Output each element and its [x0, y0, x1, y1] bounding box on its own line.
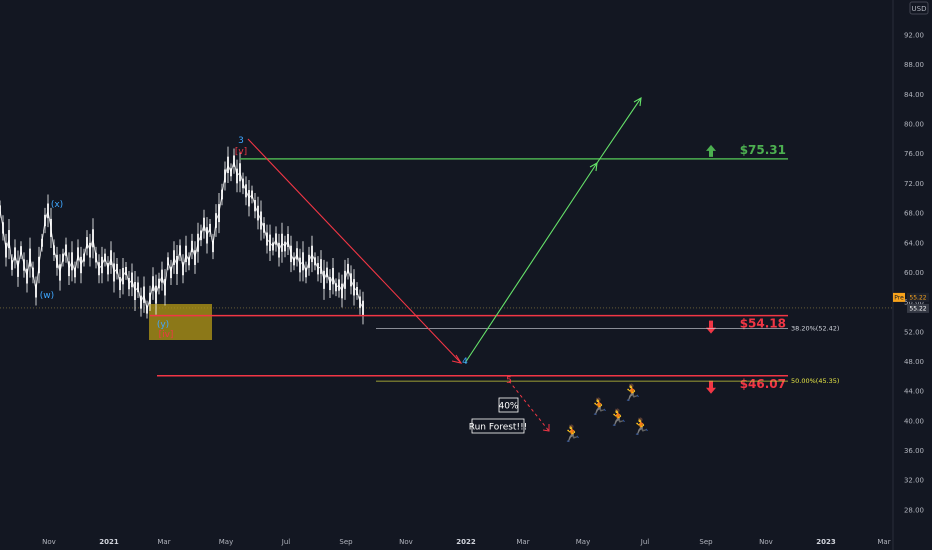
wave-label: [v] — [235, 147, 247, 157]
candle-body — [0, 205, 1, 214]
current-price-box — [907, 303, 929, 313]
note-box — [471, 418, 525, 434]
target-level-label: $75.31 — [740, 143, 786, 157]
bearish-projection — [508, 380, 550, 432]
x-tick-label: May — [576, 538, 590, 546]
y-tick-label: 84.00 — [904, 91, 924, 99]
pre-tag-value: 55.22 — [909, 294, 926, 301]
up-arrow-icon — [706, 144, 716, 157]
x-tick-label: Jul — [281, 538, 291, 546]
price-scale — [893, 0, 932, 550]
support-zone — [149, 304, 212, 340]
x-tick-label: Nov — [399, 538, 413, 546]
y-tick-label: 28.00 — [904, 506, 924, 514]
y-tick-label: 60.00 — [904, 269, 924, 277]
wave-5-projection — [464, 162, 598, 364]
lower-support-label: $46.07 — [740, 377, 786, 391]
y-tick-label: 80.00 — [904, 121, 924, 129]
current-price-label: 55.22 — [909, 305, 926, 312]
pre-tag-value-box — [907, 292, 929, 302]
x-tick-label: 2021 — [99, 538, 119, 546]
y-tick-label: 40.00 — [904, 417, 924, 425]
y-tick-label: 56.00 — [904, 299, 924, 307]
x-tick-label: Sep — [339, 538, 353, 546]
support-level-label: $54.18 — [740, 317, 786, 331]
y-tick-label: 52.00 — [904, 328, 924, 336]
wave-label: 3 — [238, 136, 244, 146]
down-arrow-icon — [706, 380, 716, 394]
note-run: Run Forest!!! — [469, 423, 528, 433]
wave-label: 5 — [506, 376, 512, 386]
x-tick-label: 2022 — [456, 538, 476, 546]
x-tick-label: May — [219, 538, 233, 546]
arrowhead-icon — [633, 96, 642, 107]
y-tick-label: 92.00 — [904, 32, 924, 40]
fib-382-label: 38.20%(52.42) — [791, 325, 839, 333]
runner-icon: 🏃 — [562, 424, 582, 443]
runner-icon: 🏃 — [608, 408, 628, 427]
y-tick-label: 32.00 — [904, 477, 924, 485]
fib-500-label: 50.00%(45.35) — [791, 377, 839, 385]
price-line — [0, 161, 364, 310]
arrowhead-icon — [542, 424, 550, 432]
x-tick-label: Mar — [877, 538, 890, 546]
y-tick-label: 36.00 — [904, 447, 924, 455]
x-tick-label: 2023 — [816, 538, 836, 546]
x-tick-label: Nov — [759, 538, 773, 546]
arrowhead-icon — [451, 354, 463, 364]
y-tick-label: 44.00 — [904, 388, 924, 396]
note-percent: 40% — [498, 402, 518, 412]
pre-tag-box — [893, 292, 905, 302]
note-box — [498, 397, 519, 413]
annotations: $75.31 $54.18 $46.07 38.20%(52.42) 50.00%(45… — [40, 96, 839, 443]
wave-4-projection — [247, 138, 462, 364]
wave-label: 4 — [462, 357, 468, 367]
runner-icon: 🏃 — [631, 417, 651, 436]
pre-tag-label: Pre — [894, 294, 904, 301]
runner-icon: 🏃 — [589, 397, 609, 416]
extended-projection — [596, 97, 642, 164]
wave-label: (y) — [157, 320, 169, 330]
x-tick-label: Sep — [699, 538, 713, 546]
down-arrow-icon — [706, 320, 716, 334]
wave-label: [iv] — [159, 330, 174, 340]
currency-box — [909, 1, 929, 15]
wave-label: (x) — [51, 200, 63, 210]
runner-icon: 🏃 — [622, 383, 642, 402]
x-tick-label: Nov — [42, 538, 56, 546]
x-tick-label: Mar — [157, 538, 170, 546]
y-tick-label: 88.00 — [904, 61, 924, 69]
y-tick-label: 68.00 — [904, 210, 924, 218]
y-tick-label: 48.00 — [904, 358, 924, 366]
x-tick-label: Jul — [640, 538, 650, 546]
currency-label: USD — [912, 5, 927, 13]
y-tick-label: 64.00 — [904, 239, 924, 247]
y-tick-label: 76.00 — [904, 150, 924, 158]
y-tick-label: 72.00 — [904, 180, 924, 188]
wave-label: (w) — [40, 291, 54, 301]
price-series — [0, 146, 364, 340]
x-tick-label: Mar — [516, 538, 529, 546]
